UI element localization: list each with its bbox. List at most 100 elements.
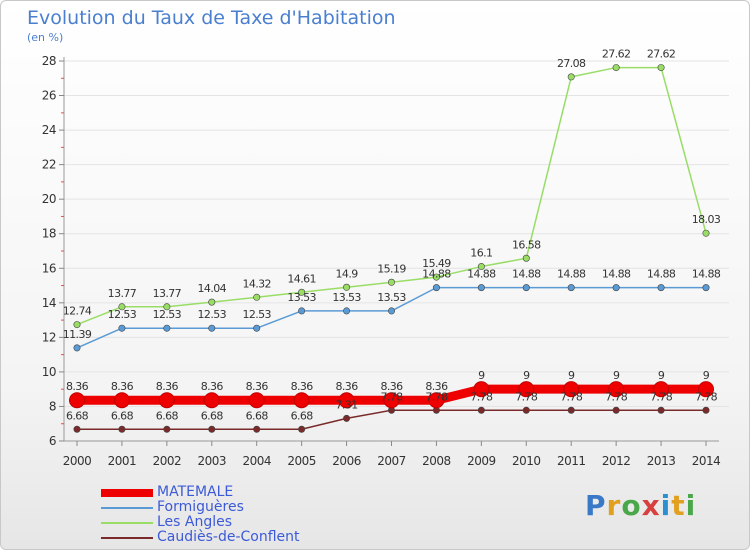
data-label: 12.53 <box>198 308 227 321</box>
data-label: 6.68 <box>66 409 89 422</box>
x-tick-label: 2005 <box>287 454 316 468</box>
data-point <box>338 392 355 409</box>
data-label: 7.78 <box>650 390 673 403</box>
data-label: 8.36 <box>201 380 224 393</box>
legend-swatch <box>101 522 153 524</box>
data-point <box>477 284 485 292</box>
data-point <box>253 293 261 301</box>
x-tick-label: 2001 <box>108 454 137 468</box>
logo-letter: i <box>685 489 697 522</box>
y-tick-label: 28 <box>42 54 56 68</box>
data-point <box>657 284 665 292</box>
data-point <box>702 229 710 237</box>
data-point <box>73 425 81 433</box>
data-point <box>69 392 85 409</box>
data-point <box>343 414 351 422</box>
y-tick-label: 22 <box>42 158 56 172</box>
line-chart: 6 8 10 12 14 16 18 20 22 24 26 28 2000 2001 2002 2003 20… <box>42 48 729 468</box>
data-point <box>293 392 310 409</box>
data-label: 16.1 <box>470 247 492 260</box>
data-point <box>432 273 440 281</box>
data-label: 14.88 <box>512 268 541 281</box>
data-point <box>698 381 714 398</box>
data-label: 14.88 <box>467 268 496 281</box>
data-label: 9 <box>658 369 665 382</box>
y-tick-label: 10 <box>42 365 56 379</box>
legend-swatch <box>101 537 153 539</box>
data-point <box>612 64 620 72</box>
data-point <box>608 381 625 398</box>
chart-title: Evolution du Taux de Taxe d'Habitation <box>27 7 396 29</box>
data-label: 6.68 <box>291 409 314 422</box>
data-label: 14.32 <box>242 277 271 290</box>
data-label: 6.68 <box>246 409 269 422</box>
y-tick-label: 12 <box>42 330 56 344</box>
x-tick-label: 2006 <box>332 454 361 468</box>
data-point <box>118 425 126 433</box>
data-label: 13.53 <box>332 291 361 304</box>
data-label: 8.36 <box>246 380 269 393</box>
data-point <box>163 425 171 433</box>
x-tick-label: 2007 <box>377 454 406 468</box>
x-tick-label: 2003 <box>198 454 227 468</box>
data-point <box>203 392 220 409</box>
legend-swatch <box>101 507 153 509</box>
legend-label: Les Angles <box>157 514 233 530</box>
data-point <box>343 283 351 291</box>
data-label: 15.19 <box>377 262 406 275</box>
data-point <box>657 406 665 414</box>
logo-letter: r <box>606 489 622 522</box>
x-tick-label: 2014 <box>692 454 721 468</box>
y-tick-label: 6 <box>49 434 56 448</box>
data-label: 14.88 <box>647 268 676 281</box>
data-point <box>208 425 216 433</box>
data-point <box>208 324 216 332</box>
y-tick-label: 16 <box>42 261 56 275</box>
data-label: 8.36 <box>380 380 403 393</box>
x-tick-label: 2004 <box>242 454 271 468</box>
data-point <box>567 284 575 292</box>
data-label: 8.36 <box>425 380 448 393</box>
x-tick-label: 2013 <box>647 454 676 468</box>
data-label: 13.77 <box>108 287 137 300</box>
data-point <box>428 392 445 409</box>
data-label: 12.53 <box>153 308 182 321</box>
data-point <box>653 381 670 398</box>
x-tick-label: 2010 <box>512 454 541 468</box>
data-point <box>522 284 530 292</box>
data-label: 27.62 <box>647 48 676 61</box>
data-label: 7.78 <box>695 390 718 403</box>
data-point <box>477 263 485 271</box>
data-label: 7.78 <box>425 390 448 403</box>
data-label: 6.68 <box>156 409 179 422</box>
data-label: 8.36 <box>111 380 134 393</box>
data-label: 12.74 <box>63 305 92 318</box>
data-point <box>383 392 400 409</box>
data-label: 14.88 <box>557 268 586 281</box>
data-label: 14.88 <box>422 268 451 281</box>
x-tick-label: 2000 <box>63 454 92 468</box>
logo-letter: o <box>621 489 642 522</box>
y-tick-label: 26 <box>42 89 56 103</box>
data-point <box>253 425 261 433</box>
data-label: 14.04 <box>198 282 227 295</box>
data-label: 9 <box>613 369 620 382</box>
data-label: 7.78 <box>515 390 538 403</box>
data-label: 6.68 <box>111 409 134 422</box>
data-label: 9 <box>523 369 530 382</box>
data-point <box>163 324 171 332</box>
data-label: 7.78 <box>470 390 493 403</box>
data-point <box>298 307 306 315</box>
data-label: 8.36 <box>66 380 89 393</box>
legend-swatch <box>101 489 153 497</box>
data-point <box>118 324 126 332</box>
data-point <box>343 307 351 315</box>
data-label: 7.78 <box>560 390 583 403</box>
data-label: 14.9 <box>336 267 359 280</box>
x-tick-label: 2012 <box>602 454 631 468</box>
data-label: 9 <box>568 369 575 382</box>
proxiti-logo: Proxiti <box>585 489 696 522</box>
x-tick-label: 2008 <box>422 454 451 468</box>
data-label: 13.77 <box>153 287 182 300</box>
